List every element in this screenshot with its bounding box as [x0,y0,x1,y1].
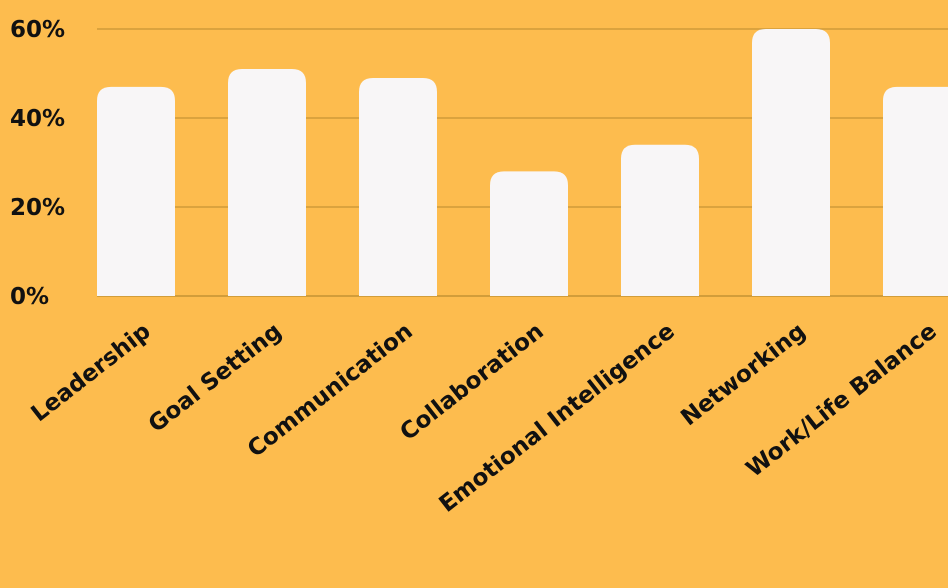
bar-collaboration [490,171,568,296]
x-tick-label: Goal Setting [144,318,287,438]
bar-emotional-intelligence [621,144,699,296]
bar-goal-setting [228,69,306,296]
x-tick-label: Leadership [27,318,156,427]
bars [97,29,948,296]
y-tick-label: 20% [10,195,65,221]
bar-work-life-balance [883,86,948,296]
bar-communication [359,77,437,296]
bar-leadership [97,86,175,296]
y-tick-label: 40% [10,106,65,132]
bar-networking [752,29,830,296]
x-tick-label: Emotional Intelligence [435,318,680,518]
y-axis-ticks: 0% 20% 40% 60% [10,17,65,310]
y-tick-label: 0% [10,284,49,310]
y-tick-label: 60% [10,17,65,43]
x-tick-label: Networking [676,318,810,431]
